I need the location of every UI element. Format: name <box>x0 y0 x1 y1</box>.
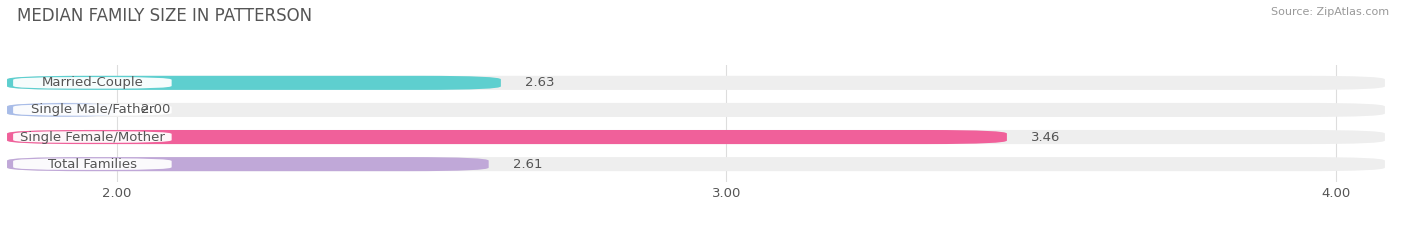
FancyBboxPatch shape <box>13 158 172 170</box>
FancyBboxPatch shape <box>7 157 489 171</box>
Text: Single Female/Mother: Single Female/Mother <box>20 130 165 144</box>
Text: Married-Couple: Married-Couple <box>41 76 143 89</box>
Text: Source: ZipAtlas.com: Source: ZipAtlas.com <box>1271 7 1389 17</box>
Text: 2.61: 2.61 <box>513 158 543 171</box>
FancyBboxPatch shape <box>13 77 172 89</box>
FancyBboxPatch shape <box>7 76 501 90</box>
FancyBboxPatch shape <box>13 104 172 116</box>
FancyBboxPatch shape <box>7 130 1007 144</box>
FancyBboxPatch shape <box>7 103 1385 117</box>
Text: 2.63: 2.63 <box>526 76 555 89</box>
FancyBboxPatch shape <box>7 130 1385 144</box>
FancyBboxPatch shape <box>7 103 117 117</box>
FancyBboxPatch shape <box>7 76 1385 90</box>
FancyBboxPatch shape <box>7 157 1385 171</box>
Text: 3.46: 3.46 <box>1031 130 1060 144</box>
Text: 2.00: 2.00 <box>141 103 170 116</box>
Text: MEDIAN FAMILY SIZE IN PATTERSON: MEDIAN FAMILY SIZE IN PATTERSON <box>17 7 312 25</box>
Text: Single Male/Father: Single Male/Father <box>31 103 155 116</box>
Text: Total Families: Total Families <box>48 158 136 171</box>
FancyBboxPatch shape <box>13 131 172 143</box>
